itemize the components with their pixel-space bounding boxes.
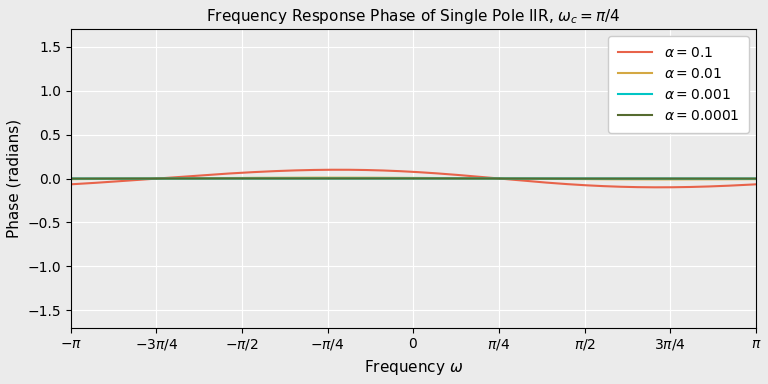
Title: Frequency Response Phase of Single Pole IIR, $\omega_c = \pi/4$: Frequency Response Phase of Single Pole … [206, 7, 621, 26]
$\alpha = 0.1$ [751, 182, 760, 187]
$\alpha = 0.1$ [654, 185, 664, 190]
$\alpha = 0.1$ [69, 182, 78, 187]
$\alpha = 0.001$ [200, 176, 210, 181]
$\alpha = 0.1$ [108, 179, 117, 184]
$\alpha = 0.0001$ [401, 176, 410, 181]
$\alpha = 0.01$ [108, 177, 117, 181]
$\alpha = 0.001$ [94, 176, 104, 181]
$\alpha = 0.0001$ [200, 176, 210, 181]
Y-axis label: Phase (radians): Phase (radians) [7, 119, 22, 238]
$\alpha = 0.0001$ [66, 176, 75, 181]
$\alpha = 0.001$ [401, 176, 410, 181]
$\alpha = 0.0001$ [94, 176, 104, 181]
$\alpha = 0.01$ [401, 175, 410, 180]
$\alpha = 0.1$ [200, 173, 210, 177]
$\alpha = 0.001$ [66, 176, 75, 181]
$\alpha = 0.001$ [751, 176, 760, 181]
$\alpha = 0.0001$ [715, 176, 724, 181]
$\alpha = 0.01$ [69, 177, 78, 181]
$\alpha = 0.01$ [94, 177, 104, 181]
$\alpha = 0.001$ [323, 176, 333, 181]
$\alpha = 0.01$ [324, 175, 333, 180]
$\alpha = 0.1$ [401, 169, 410, 174]
X-axis label: Frequency $\omega$: Frequency $\omega$ [364, 358, 463, 377]
$\alpha = 0.0001$ [69, 176, 78, 181]
$\alpha = 0.01$ [66, 177, 75, 182]
$\alpha = 0.0001$ [666, 176, 675, 181]
Line: $\alpha = 0.01$: $\alpha = 0.01$ [71, 178, 756, 179]
$\alpha = 0.01$ [751, 177, 760, 182]
$\alpha = 0.0001$ [108, 176, 117, 181]
Legend: $\alpha = 0.1$, $\alpha = 0.01$, $\alpha = 0.001$, $\alpha = 0.0001$: $\alpha = 0.1$, $\alpha = 0.01$, $\alpha… [608, 36, 749, 132]
$\alpha = 0.1$ [334, 167, 343, 172]
$\alpha = 0.001$ [69, 176, 78, 181]
$\alpha = 0.01$ [664, 177, 674, 182]
$\alpha = 0.1$ [66, 182, 75, 187]
$\alpha = 0.1$ [715, 184, 724, 189]
Line: $\alpha = 0.1$: $\alpha = 0.1$ [71, 170, 756, 187]
$\alpha = 0.001$ [715, 176, 724, 181]
$\alpha = 0.01$ [200, 176, 210, 180]
$\alpha = 0.001$ [666, 176, 675, 181]
$\alpha = 0.01$ [715, 177, 724, 182]
$\alpha = 0.0001$ [323, 176, 333, 181]
$\alpha = 0.0001$ [751, 176, 760, 181]
$\alpha = 0.1$ [94, 180, 104, 185]
$\alpha = 0.001$ [108, 176, 117, 181]
